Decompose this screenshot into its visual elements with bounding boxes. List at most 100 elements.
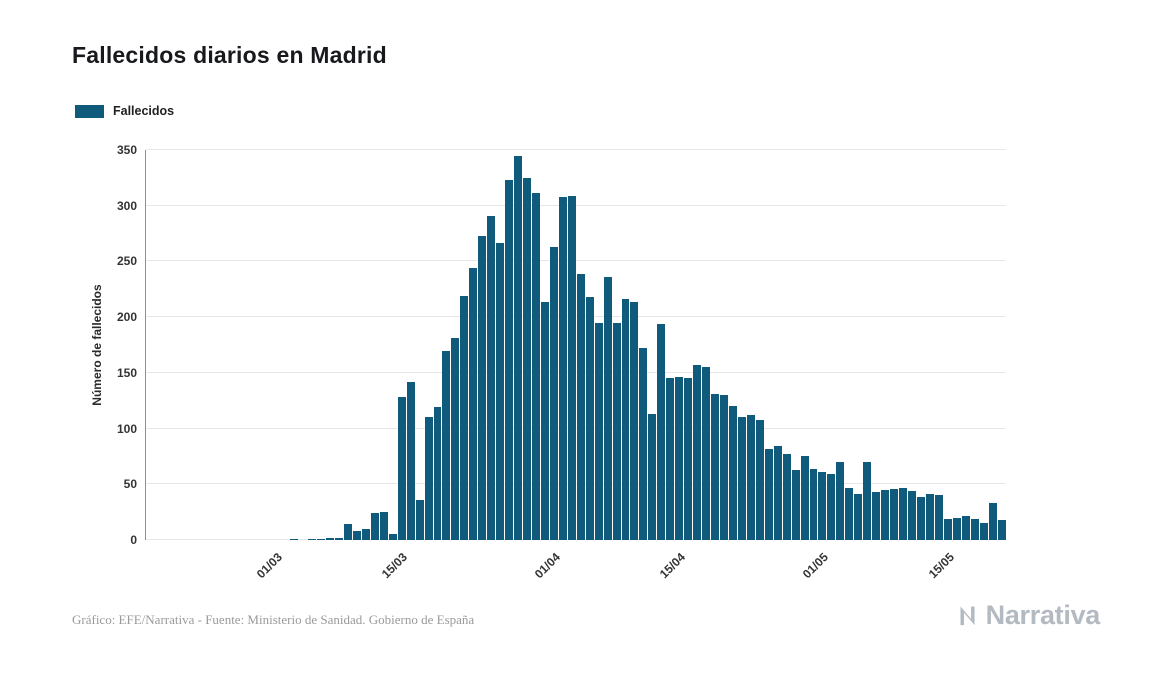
- gridline: [146, 316, 1006, 318]
- gridline: [146, 149, 1006, 150]
- bar: [326, 537, 335, 540]
- bar: [720, 395, 728, 540]
- bar: [711, 394, 719, 540]
- legend-swatch: [75, 104, 104, 118]
- bar: [460, 295, 469, 540]
- bar: [317, 538, 326, 540]
- legend-label: Fallecidos: [113, 104, 175, 118]
- bar: [487, 215, 496, 540]
- bar: [567, 195, 576, 540]
- bar: [782, 454, 791, 540]
- bar: [916, 496, 925, 540]
- bar: [558, 196, 567, 540]
- bar: [370, 513, 379, 540]
- x-axis-ticks: 01/03 15/03 01/04 15/04 01/05 15/05: [145, 540, 1005, 600]
- bar: [585, 297, 594, 540]
- bar: [925, 494, 934, 540]
- bar: [594, 322, 603, 540]
- bar: [478, 235, 487, 540]
- bar: [899, 487, 908, 540]
- bar: [523, 177, 531, 540]
- gridline: [146, 539, 1006, 540]
- bar: [549, 246, 558, 540]
- gridline: [146, 260, 1006, 262]
- bar: [343, 524, 352, 540]
- bar: [352, 531, 361, 540]
- bar: [952, 517, 961, 540]
- bar: [773, 446, 782, 540]
- bar: [442, 350, 451, 540]
- bar: [702, 367, 711, 540]
- legend: Fallecidos: [75, 104, 174, 118]
- bar: [827, 474, 836, 540]
- y-tick-label: 0: [130, 533, 137, 547]
- bar: [934, 495, 943, 540]
- narrativa-logo-icon: [956, 602, 983, 629]
- x-tick-label: 15/04: [656, 550, 688, 582]
- chart-title: Fallecidos diarios en Madrid: [72, 42, 387, 68]
- bar: [979, 523, 988, 540]
- bar: [406, 381, 415, 540]
- bar: [379, 512, 388, 540]
- x-tick-label: 15/05: [925, 550, 957, 582]
- bar: [361, 528, 370, 540]
- bar: [469, 268, 478, 540]
- bar: [648, 414, 657, 540]
- bar: [809, 468, 818, 540]
- bar: [845, 487, 854, 540]
- bar: [540, 301, 549, 540]
- bar: [988, 503, 997, 540]
- y-tick-label: 350: [116, 143, 137, 157]
- y-tick-label: 50: [123, 477, 137, 492]
- source-credit: Gráfico: EFE/Narrativa - Fuente: Ministe…: [72, 612, 475, 627]
- x-tick-label: 01/04: [531, 550, 563, 582]
- bars: [147, 150, 1006, 540]
- bar: [970, 518, 979, 540]
- bar: [424, 417, 433, 540]
- bar: [531, 193, 540, 540]
- bar: [764, 448, 773, 540]
- bar: [415, 499, 424, 540]
- bar: [603, 277, 612, 540]
- bar: [397, 397, 406, 540]
- y-tick-label: 100: [116, 421, 137, 436]
- bar: [881, 489, 890, 540]
- gridline: [146, 204, 1006, 206]
- bar: [872, 492, 881, 540]
- bar: [388, 534, 397, 540]
- bar: [433, 407, 442, 540]
- x-tick-label: 01/05: [800, 550, 832, 582]
- y-tick-label: 250: [116, 254, 137, 269]
- bar: [335, 537, 343, 540]
- brand-name: Narrativa: [985, 600, 1101, 630]
- bar: [854, 494, 863, 540]
- bar: [621, 299, 630, 540]
- bar: [514, 155, 523, 540]
- bar: [639, 348, 648, 540]
- bar: [630, 301, 639, 540]
- bar: [746, 415, 755, 540]
- bar: [755, 419, 764, 540]
- x-tick-label: 01/03: [253, 550, 285, 582]
- bar: [675, 377, 684, 540]
- bar: [943, 518, 952, 540]
- bar: [791, 469, 800, 540]
- brand-logo: Narrativa: [956, 600, 1100, 631]
- bar: [657, 323, 666, 540]
- gridline: [146, 371, 1006, 373]
- y-tick-label: 300: [116, 198, 137, 213]
- bar: [684, 378, 693, 540]
- gridline: [146, 427, 1006, 429]
- bar: [496, 242, 505, 540]
- bar: [693, 365, 702, 540]
- y-axis-ticks: 0 50 100 150 200 250 300 350: [0, 143, 137, 547]
- bar: [308, 538, 317, 540]
- bar: [505, 180, 514, 540]
- bar: [576, 273, 585, 540]
- gridline: [146, 483, 1006, 485]
- bar: [800, 456, 809, 540]
- bar: [451, 338, 460, 540]
- plot-area: [145, 149, 1006, 540]
- bar: [612, 322, 621, 540]
- bar: [890, 488, 899, 540]
